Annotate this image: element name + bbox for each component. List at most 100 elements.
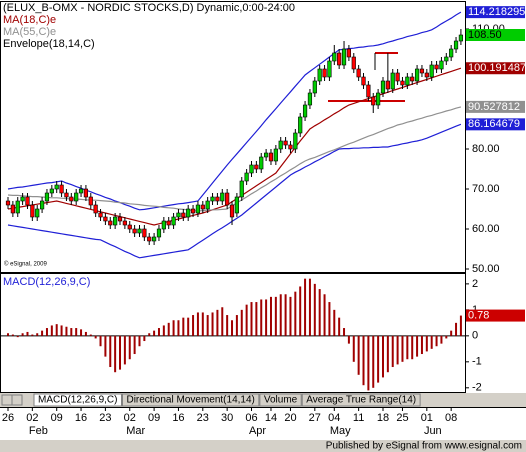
candle-body: [439, 60, 444, 70]
macd-bar: [357, 335, 360, 375]
macd-bar: [143, 335, 146, 342]
candle-body: [317, 68, 322, 82]
macd-bar: [216, 309, 219, 336]
x-tick-label: 16: [172, 412, 184, 424]
macd-bar: [318, 289, 321, 336]
macd-bar: [231, 320, 234, 336]
tab[interactable]: MACD(12,26,9,C): [33, 393, 122, 407]
x-tick-label: 18: [377, 412, 389, 424]
candle-body: [30, 204, 35, 218]
macd-bar: [235, 315, 238, 336]
macd-bar: [333, 309, 336, 336]
macd-bar: [308, 278, 311, 336]
scroll-left[interactable]: [1, 394, 13, 406]
macd-bar: [16, 335, 19, 338]
candle-body: [288, 144, 293, 150]
tab[interactable]: Average True Range(14): [301, 393, 421, 407]
candle-body: [205, 200, 210, 210]
candle-body: [64, 192, 69, 198]
candle-body: [78, 188, 84, 194]
macd-bar: [401, 335, 404, 362]
candle-body: [190, 208, 196, 214]
macd-bar: [323, 294, 326, 336]
macd-bar: [362, 335, 365, 386]
x-tick-label: 01: [421, 412, 433, 424]
month-label: Mar: [126, 425, 145, 437]
candle-body: [10, 204, 15, 214]
scroll-right[interactable]: [11, 394, 23, 406]
macd-bar: [157, 328, 160, 336]
candle-body: [312, 80, 317, 94]
candle-body: [410, 76, 415, 82]
candle-body: [341, 48, 347, 66]
macd-bar: [255, 302, 258, 336]
month-label: Jun: [424, 425, 442, 437]
tab-shape: [121, 393, 260, 407]
macd-bar: [435, 335, 438, 347]
macd-bar: [279, 294, 282, 336]
ma-line: [7, 106, 462, 212]
y-tick-label: 70.00: [472, 183, 500, 195]
x-tick-label: 25: [396, 412, 408, 424]
candle-body: [171, 216, 176, 226]
value-box-label: 0.78: [468, 309, 489, 321]
candle-body: [35, 208, 40, 218]
candle-body: [283, 140, 288, 146]
candle-body: [39, 200, 45, 210]
tab[interactable]: Directional Movement(14,14): [121, 393, 260, 407]
macd-bar: [21, 333, 24, 336]
envelope-lower: [7, 123, 462, 259]
legend-ma55: MA(55,C)e: [3, 26, 56, 38]
candle-body: [395, 72, 400, 82]
macd-bar: [75, 328, 78, 336]
candle-body: [298, 116, 303, 134]
macd-bar: [416, 335, 419, 357]
macd-bar: [313, 283, 316, 336]
macd-bar: [153, 330, 156, 336]
candle-body: [83, 188, 89, 198]
value-box-label: 90.527812: [468, 101, 520, 113]
candle-body: [137, 228, 142, 234]
x-tick-label: 09: [51, 412, 63, 424]
candle-body: [322, 68, 327, 78]
macd-bar: [411, 335, 414, 360]
x-tick-label: 20: [284, 412, 296, 424]
x-tick-label: 14: [265, 412, 277, 424]
candle-body: [380, 80, 386, 94]
macd-bar: [274, 296, 277, 336]
candle-body: [264, 152, 269, 158]
macd-bar: [206, 315, 209, 336]
candle-body: [351, 56, 356, 70]
macd-bar: [377, 335, 380, 383]
candle-body: [59, 184, 64, 194]
macd-bar: [265, 299, 268, 336]
x-tick-label: 23: [197, 412, 209, 424]
ma-line: [7, 67, 462, 226]
candle-body: [210, 196, 215, 202]
legend-ma18: MA(18,C)e: [3, 14, 56, 26]
macd-title: MACD(12,26,9,C): [3, 276, 90, 288]
macd-bar: [450, 330, 453, 336]
macd-bar: [162, 325, 165, 336]
value-box-label: 86.164679: [468, 118, 520, 130]
macd-bar: [201, 312, 204, 336]
candle-body: [414, 68, 420, 82]
x-tick-label: 26: [2, 412, 14, 424]
candle-body: [424, 72, 429, 78]
macd-bar: [187, 317, 190, 336]
tab-label: Volume: [264, 395, 298, 406]
candle-body: [234, 196, 239, 214]
tab[interactable]: Volume: [259, 393, 302, 407]
macd-bar: [80, 329, 83, 336]
x-tick-label: 27: [309, 412, 321, 424]
macd-bar: [89, 334, 92, 336]
candle-body: [385, 80, 390, 90]
candle-body: [327, 60, 332, 78]
candle-body: [25, 196, 30, 206]
tab-shape: [33, 393, 122, 407]
macd-bar: [123, 335, 126, 365]
candle-body: [273, 148, 278, 162]
y-tick-label: -2: [472, 382, 482, 394]
macd-bar: [128, 335, 131, 360]
